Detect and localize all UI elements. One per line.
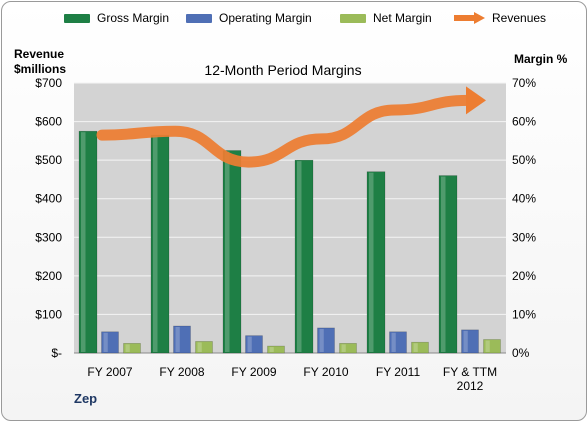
legend-item-net: Net Margin bbox=[340, 11, 432, 25]
bar-highlight bbox=[225, 151, 230, 352]
revenue-line bbox=[96, 94, 474, 168]
legend-swatch-net bbox=[340, 13, 366, 23]
bar-highlight bbox=[81, 132, 86, 352]
bar-operating bbox=[245, 335, 263, 354]
x-axis: FY 2007 FY 2008 FY 2009 FY 2010 FY 2011 FY & … bbox=[87, 365, 497, 393]
legend-item-revenues: Revenues bbox=[452, 11, 546, 25]
bar-highlight bbox=[175, 327, 180, 352]
left-axis-title: Revenue $millions bbox=[14, 47, 66, 77]
bar-highlight bbox=[247, 336, 252, 352]
bar-net bbox=[339, 343, 357, 354]
bar-highlight bbox=[369, 172, 374, 352]
left-axis-title-line1: Revenue bbox=[14, 47, 65, 61]
y-right-tick-label: 50% bbox=[512, 153, 536, 167]
bar-gross bbox=[366, 171, 386, 354]
legend-label-net: Net Margin bbox=[373, 11, 432, 25]
legend-swatch-operating bbox=[186, 13, 212, 23]
legend-item-operating: Operating Margin bbox=[186, 11, 312, 25]
bar-highlight bbox=[269, 347, 274, 352]
bar-gross bbox=[222, 150, 242, 354]
bar-highlight bbox=[341, 344, 346, 352]
bar-net bbox=[267, 345, 285, 354]
legend-arrow-icon bbox=[454, 12, 485, 24]
bar-highlight bbox=[463, 330, 468, 352]
y-left-tick-label: $300 bbox=[35, 230, 62, 244]
bar-highlight bbox=[103, 332, 108, 352]
x-tick-label: FY 2009 bbox=[231, 365, 276, 379]
y-right-tick-label: 20% bbox=[512, 269, 536, 283]
bar-highlight bbox=[485, 340, 490, 352]
y-left-tick-label: $600 bbox=[35, 115, 62, 129]
bar-net bbox=[195, 341, 213, 354]
legend-label-operating: Operating Margin bbox=[219, 11, 312, 25]
bar-operating bbox=[317, 327, 335, 354]
y-right-tick-label: 0% bbox=[512, 346, 530, 360]
y-right-tick-label: 60% bbox=[512, 115, 536, 129]
y-left-tick-label: $700 bbox=[35, 76, 62, 90]
y-left-tick-label: $- bbox=[51, 346, 62, 360]
revenue-arrowhead bbox=[466, 86, 486, 115]
x-tick-label: FY 2010 bbox=[303, 365, 348, 379]
legend-label-revenues: Revenues bbox=[492, 11, 547, 25]
y-left-tick-label: $400 bbox=[35, 192, 62, 206]
bar-highlight bbox=[125, 344, 130, 352]
bar-operating bbox=[389, 331, 407, 354]
bar-highlight bbox=[319, 328, 324, 352]
right-axis: 0% 10% 20% 30% 40% 50% 60% 70% bbox=[512, 76, 536, 360]
legend-item-gross: Gross Margin bbox=[64, 11, 169, 25]
bar-operating bbox=[461, 329, 479, 354]
company-label: Zep bbox=[74, 391, 98, 406]
bar-gross bbox=[78, 130, 98, 354]
bar-highlight bbox=[413, 343, 418, 352]
bar-net bbox=[483, 339, 501, 354]
bar-highlight bbox=[197, 342, 202, 352]
y-right-tick-label: 30% bbox=[512, 230, 536, 244]
bar-highlight bbox=[153, 136, 158, 352]
left-axis: $- $100 $200 $300 $400 $500 $600 $700 bbox=[35, 76, 62, 360]
y-left-tick-label: $200 bbox=[35, 269, 62, 283]
bar-group bbox=[78, 130, 501, 354]
legend-swatch-gross bbox=[64, 13, 90, 23]
legend: Gross Margin Operating Margin Net Margin… bbox=[2, 2, 586, 28]
x-tick-label: FY 2007 bbox=[87, 365, 132, 379]
x-tick-label: FY 2008 bbox=[159, 365, 204, 379]
bar-highlight bbox=[441, 176, 446, 352]
x-tick-label: FY & TTM 2012 bbox=[443, 365, 497, 393]
bar-operating bbox=[173, 325, 191, 354]
bar-gross bbox=[294, 159, 314, 354]
y-left-tick-label: $500 bbox=[35, 153, 62, 167]
left-axis-title-line2: $millions bbox=[14, 62, 67, 76]
y-right-tick-label: 10% bbox=[512, 307, 536, 321]
bar-net bbox=[411, 341, 429, 354]
y-left-tick-label: $100 bbox=[35, 307, 62, 321]
bar-gross bbox=[438, 175, 458, 354]
bar-highlight bbox=[297, 161, 302, 352]
y-right-tick-label: 70% bbox=[512, 76, 536, 90]
bar-net bbox=[123, 343, 141, 354]
x-tick-label: FY 2011 bbox=[376, 365, 421, 379]
right-axis-title: Margin % bbox=[514, 52, 568, 66]
gridlines bbox=[74, 82, 506, 354]
bar-operating bbox=[101, 331, 119, 354]
legend-label-gross: Gross Margin bbox=[97, 11, 170, 25]
chart-title: 12-Month Period Margins bbox=[204, 62, 361, 78]
y-right-tick-label: 40% bbox=[512, 192, 536, 206]
bar-highlight bbox=[391, 332, 396, 352]
revenue-line-group bbox=[96, 86, 486, 168]
